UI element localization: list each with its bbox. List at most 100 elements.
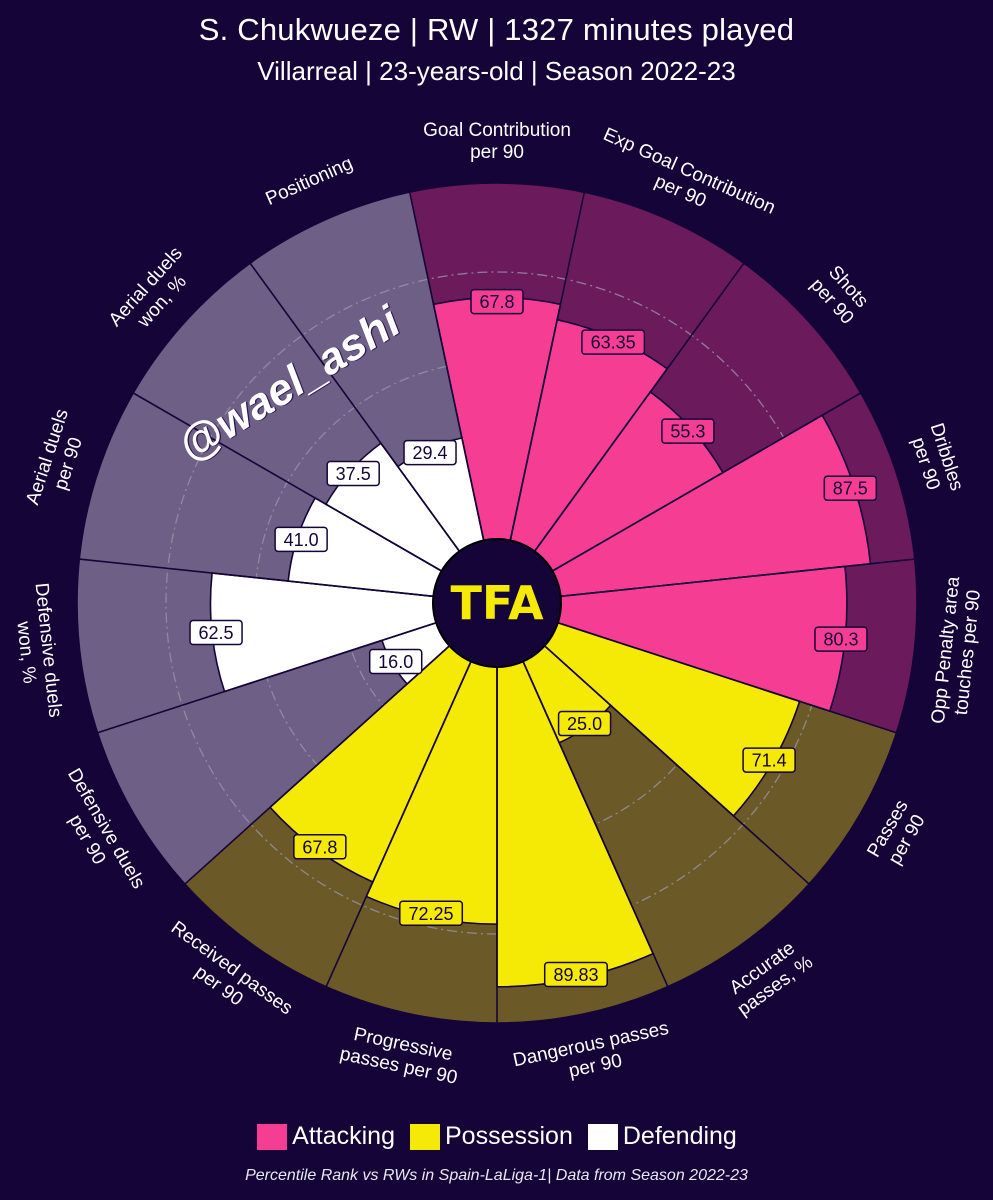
slice-divider [408, 192, 485, 541]
chart-subtitle: Villarreal | 23-years-old | Season 2022-… [257, 56, 736, 86]
category-label-dangerous-passes-per-90: Dangerous passesper 90 [511, 1018, 675, 1093]
slice-divider [552, 392, 862, 572]
category-text: Progressivepasses per 90 [338, 1022, 464, 1089]
category-text: Opp Penalty areatouches per 90 [928, 575, 986, 727]
value-box [399, 900, 464, 927]
value-text: 62.5 [199, 623, 234, 643]
legend: Attacking Possession Defending [0, 1122, 993, 1151]
category-label-goal-contribution-per-90: Goal Contribution per 90 [423, 120, 571, 163]
legend-label-attacking: Attacking [292, 1122, 395, 1150]
legend-swatch-defending [586, 1122, 619, 1151]
value-box [326, 460, 380, 487]
legend-item-defending: Defending [586, 1122, 737, 1151]
category-label-opp-penalty-area-touches-per-90: Opp Penalty areatouches per 90 [928, 575, 986, 727]
legend-item-possession: Possession [409, 1122, 573, 1151]
category-text: Dribblesper 90 [905, 421, 967, 501]
value-text: 67.8 [302, 837, 337, 857]
center-logo-circle [432, 538, 562, 668]
category-text: Positioning [263, 153, 356, 210]
category-label-progressive-passes-per-90: Progressivepasses per 90 [338, 1022, 464, 1089]
category-text: Dangerous passesper 90 [511, 1018, 675, 1093]
category-label-aerial-duels-per-90: Aerial duelsper 90 [22, 407, 94, 515]
value-text: 16.0 [378, 652, 413, 672]
chart-title: S. Chukwueze | RW | 1327 minutes played [198, 12, 795, 47]
value-label-defensive-duels-per-90: 16.0 [368, 648, 423, 675]
slice-divider [132, 392, 442, 572]
legend-label-possession: Possession [445, 1122, 573, 1150]
value-label-progressive-passes-per-90: 72.25 [399, 900, 464, 927]
value-text: 87.5 [833, 479, 868, 499]
value-text: 41.0 [284, 530, 319, 550]
category-label-defensive-duels-won: Defensive duelswon, % [9, 582, 66, 721]
value-label-aerial-duels-won: 37.5 [326, 460, 380, 487]
value-box [661, 418, 715, 444]
slice-divider [557, 622, 897, 734]
value-box [368, 648, 423, 675]
value-box [543, 961, 608, 988]
footer-note: Percentile Rank vs RWs in Spain-LaLiga-1… [245, 1167, 748, 1184]
slice-divider [533, 262, 745, 552]
value-label-aerial-duels-per-90: 41.0 [274, 526, 328, 553]
value-label-positioning: 29.4 [403, 439, 457, 466]
value-text: 25.0 [567, 714, 602, 734]
value-label-accurate-passes: 25.0 [557, 710, 612, 737]
legend-label-defending: Defending [622, 1122, 737, 1150]
category-text: Shotsper 90 [806, 260, 874, 329]
value-box [470, 288, 524, 315]
slice-divider [560, 558, 915, 598]
value-box [823, 475, 878, 501]
slice-divider [509, 192, 586, 541]
category-text: Aerial duelsper 90 [22, 407, 94, 515]
category-text: Defensive duelswon, % [9, 582, 66, 721]
category-text: Goal Contribution per 90 [423, 120, 571, 163]
value-text: 37.5 [336, 464, 371, 484]
value-box [742, 747, 796, 773]
value-text: 63.35 [591, 333, 636, 353]
value-label-dangerous-passes-per-90: 89.83 [543, 961, 608, 988]
value-text: 80.3 [823, 630, 858, 650]
value-label-received-passes-per-90: 67.8 [293, 834, 347, 860]
value-box [274, 526, 328, 553]
legend-swatch-possession [409, 1122, 441, 1151]
value-label-exp-goal-contribution-per-90: 63.35 [581, 329, 646, 355]
slice-divider [97, 622, 437, 734]
value-text: 67.8 [479, 292, 514, 312]
value-label-defensive-duels-won: 62.5 [189, 619, 243, 646]
slice-divider [325, 661, 472, 988]
value-box [557, 710, 612, 737]
slice-divider [79, 558, 434, 598]
value-text: 89.83 [553, 965, 598, 985]
slice-divider [249, 262, 461, 552]
value-label-goal-contribution-per-90: 67.8 [470, 288, 524, 315]
value-text: 71.4 [752, 751, 787, 771]
value-label-shots-per-90: 55.3 [661, 418, 715, 444]
value-label-opp-penalty-area-touches-per-90: 80.3 [814, 626, 868, 652]
category-label-shots-per-90: Shotsper 90 [806, 260, 874, 329]
value-box [814, 626, 868, 652]
value-box [189, 619, 243, 646]
legend-swatch-attacking [256, 1122, 289, 1151]
slice-bg-defensive-duels-per-90 [97, 622, 450, 885]
category-label-passes-per-90: Passesper 90 [863, 797, 931, 872]
value-text: 55.3 [670, 422, 705, 442]
value-box [293, 834, 347, 860]
value-text: 29.4 [413, 443, 448, 463]
value-box [403, 439, 457, 466]
category-text: Passesper 90 [863, 797, 931, 872]
slice-divider [184, 645, 450, 885]
outer-ring [76, 182, 918, 1024]
slice-divider [544, 645, 810, 885]
value-label-dribbles-per-90: 87.5 [823, 475, 878, 501]
slice-divider [522, 661, 669, 988]
value-label-passes-per-90: 71.4 [742, 747, 796, 773]
category-label-positioning: Positioning [263, 153, 356, 210]
value-text: 72.25 [409, 904, 454, 924]
category-line: Positioning [263, 153, 356, 210]
category-line: per 90 [470, 142, 524, 163]
legend-item-attacking: Attacking [256, 1122, 395, 1151]
value-box [581, 329, 646, 355]
tfa-logo: TFA [450, 576, 544, 630]
category-label-dribbles-per-90: Dribblesper 90 [905, 421, 967, 501]
category-line: Goal Contribution [423, 120, 571, 141]
